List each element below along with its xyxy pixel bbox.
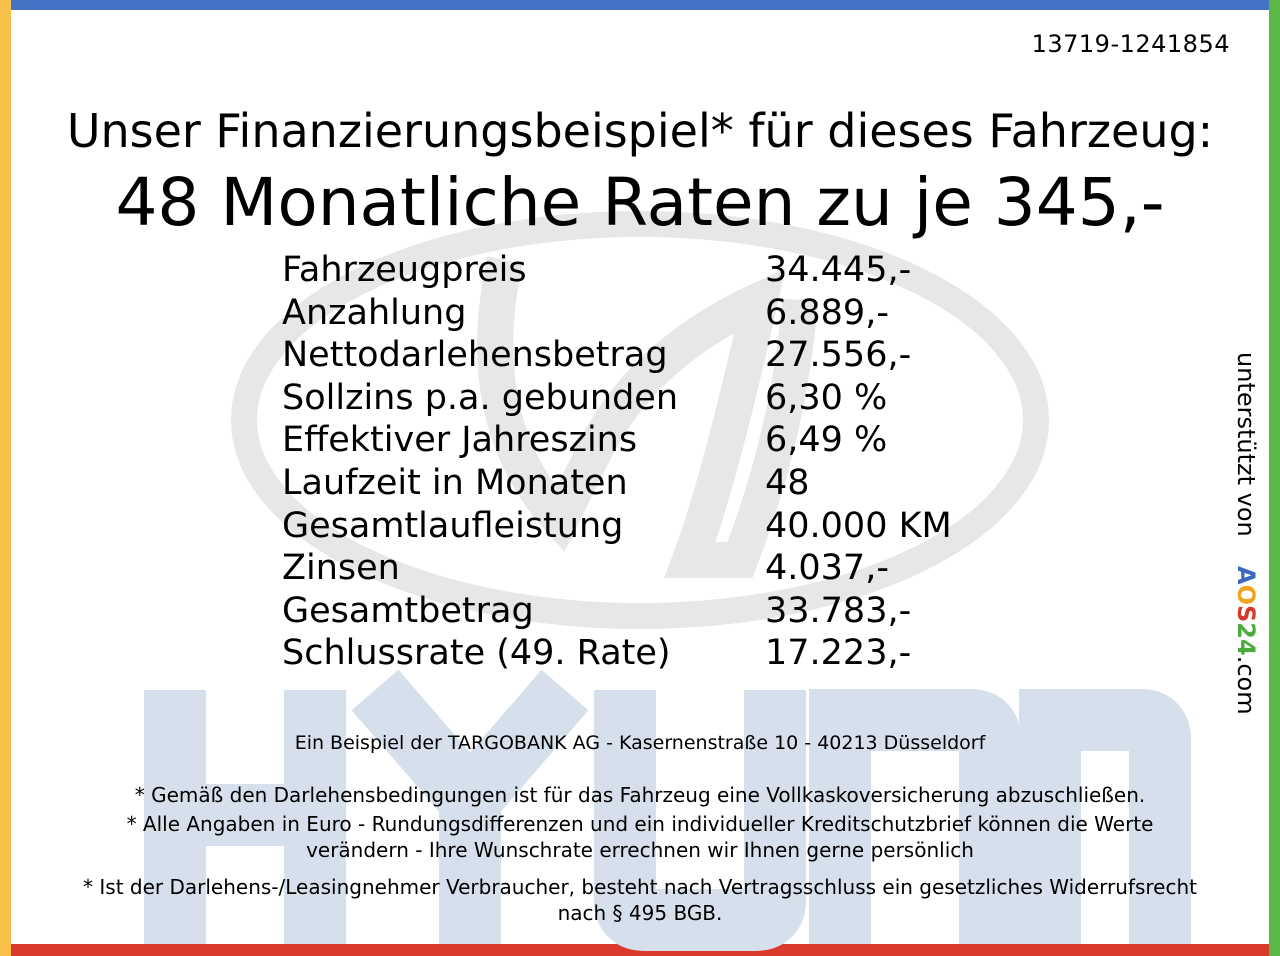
- watermark-wordmark: [144, 669, 1191, 951]
- top-border: [0, 0, 1280, 10]
- detail-value: 40.000 KM: [765, 505, 952, 546]
- detail-label: Effektiver Jahreszins: [282, 420, 638, 461]
- right-border: [1269, 0, 1280, 956]
- note-insurance: * Gemäß den Darlehensbedingungen ist für…: [134, 783, 1146, 807]
- brand-letter-s: S: [1232, 605, 1260, 623]
- detail-value: 6,49 %: [765, 420, 888, 461]
- left-border: [0, 0, 11, 956]
- detail-label: Schlussrate (49. Rate): [282, 633, 671, 674]
- detail-value: 48: [765, 462, 810, 503]
- detail-value: 17.223,-: [765, 633, 912, 674]
- detail-value: 6.889,-: [765, 292, 889, 333]
- detail-value: 6,30 %: [765, 377, 888, 418]
- side-credit-prefix: unterstützt von: [1232, 352, 1260, 537]
- detail-label: Zinsen: [282, 548, 400, 589]
- note-withdrawal: * Ist der Darlehens-/Leasingnehmer Verbr…: [83, 875, 1197, 925]
- detail-label: Sollzins p.a. gebunden: [282, 377, 679, 418]
- note-currency: * Alle Angaben in Euro - Rundungsdiffere…: [126, 812, 1154, 862]
- reference-number: 13719-1241854: [1031, 30, 1230, 58]
- brand-number: 24: [1232, 622, 1260, 656]
- detail-value: 27.556,-: [765, 335, 912, 376]
- monthly-rate-headline: 48 Monatliche Raten zu je 345,-: [115, 164, 1165, 241]
- brand-letter-a: A: [1232, 566, 1260, 585]
- detail-label: Gesamtbetrag: [282, 590, 534, 631]
- detail-value: 34.445,-: [765, 250, 912, 290]
- watermark-oval: [231, 211, 1049, 629]
- detail-label: Nettodarlehensbetrag: [282, 335, 668, 376]
- detail-label: Gesamtlaufleistung: [282, 505, 624, 546]
- brand-letter-o: O: [1232, 584, 1260, 605]
- detail-label: Anzahlung: [282, 292, 467, 333]
- detail-value: 33.783,-: [765, 590, 912, 631]
- page-title: Unser Finanzierungsbeispiel* für dieses …: [66, 104, 1214, 158]
- detail-label: Laufzeit in Monaten: [282, 462, 628, 503]
- side-credit-suffix: .com: [1232, 655, 1260, 715]
- detail-label: Fahrzeugpreis: [282, 250, 527, 290]
- detail-value: 4.037,-: [765, 548, 889, 589]
- lender-line: Ein Beispiel der TARGOBANK AG - Kasernen…: [294, 732, 986, 754]
- side-credit: unterstützt von AOS24.com: [1232, 352, 1260, 715]
